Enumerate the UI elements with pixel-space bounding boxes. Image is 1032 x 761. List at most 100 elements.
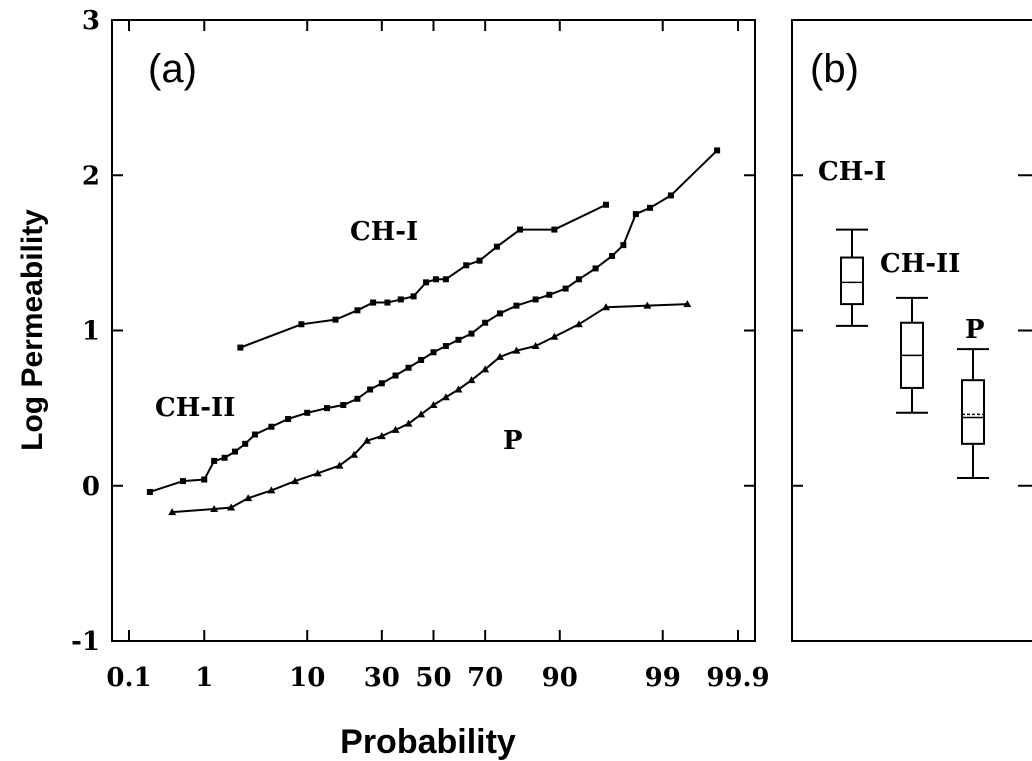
data-point — [714, 147, 721, 154]
x-tick-label: 30 — [364, 663, 400, 693]
data-point — [211, 457, 218, 464]
data-point — [237, 344, 244, 351]
data-point — [531, 342, 540, 350]
data-point — [335, 461, 344, 469]
data-point — [643, 301, 652, 309]
data-point — [432, 276, 439, 283]
data-point — [384, 299, 391, 306]
y-tick-label: -1 — [71, 627, 100, 657]
data-point — [532, 296, 539, 303]
data-point — [455, 336, 462, 343]
data-point — [367, 386, 374, 393]
data-point — [512, 346, 521, 354]
data-point — [550, 332, 559, 340]
data-point — [354, 395, 361, 402]
data-point — [468, 330, 475, 337]
data-point — [574, 320, 583, 328]
data-point — [441, 393, 450, 401]
data-point — [324, 405, 331, 412]
data-point — [268, 423, 275, 430]
y-tick-label: 0 — [82, 472, 100, 502]
x-tick-label: 1 — [195, 663, 213, 693]
data-point — [495, 352, 504, 360]
panel-a-frame — [111, 19, 756, 642]
x-tick-label: 70 — [467, 663, 503, 693]
box-label-ch1: CH-I — [818, 157, 886, 187]
data-point — [397, 296, 404, 303]
data-point — [251, 431, 258, 438]
data-point — [370, 299, 377, 306]
data-point — [377, 432, 386, 440]
x-tick-label: 10 — [289, 663, 325, 693]
y-tick-label: 2 — [82, 161, 100, 191]
data-point — [304, 409, 311, 416]
panel-b-axes — [792, 19, 1032, 642]
data-point — [418, 356, 425, 363]
data-point — [592, 265, 599, 272]
data-point — [482, 319, 489, 326]
data-point — [298, 321, 305, 328]
data-point — [410, 293, 417, 300]
data-point — [546, 291, 553, 298]
y-tick-label: 1 — [82, 317, 100, 347]
data-point — [551, 226, 558, 233]
data-point — [313, 469, 322, 477]
data-point — [391, 425, 400, 433]
data-point — [201, 476, 208, 483]
box-label-p: P — [965, 315, 985, 345]
data-point — [463, 262, 470, 269]
series-label-p: P — [503, 426, 523, 456]
data-point — [467, 376, 476, 384]
data-point — [244, 494, 253, 502]
data-point — [513, 302, 520, 309]
data-point — [417, 410, 426, 418]
data-point — [405, 364, 412, 371]
data-point — [354, 307, 361, 314]
box-iqr — [961, 379, 985, 445]
panel-a-series — [146, 147, 721, 516]
data-point — [609, 252, 616, 259]
series-line-2 — [172, 303, 688, 514]
x-tick-label: 0.1 — [106, 663, 151, 693]
y-axis-title: Log Permeability — [16, 209, 49, 451]
data-point — [285, 415, 292, 422]
data-point — [442, 343, 449, 350]
data-point — [168, 508, 177, 516]
data-point — [575, 276, 582, 283]
data-point — [404, 419, 413, 427]
data-point — [517, 226, 524, 233]
box-label-ch2: CH-II — [880, 249, 960, 279]
data-point — [632, 211, 639, 218]
data-point — [423, 279, 430, 286]
x-tick-label: 99 — [645, 663, 681, 693]
data-point — [562, 285, 569, 292]
data-point — [267, 486, 276, 494]
data-point — [667, 192, 674, 199]
data-point — [210, 505, 219, 513]
panel-b-boxes — [836, 228, 989, 479]
panel-a-axes: -1 0 1 2 3 0.1 1 10 30 50 70 90 99 99.9 — [71, 6, 770, 693]
data-point — [350, 450, 359, 458]
data-point — [242, 440, 249, 447]
panel-b-label: (b) — [810, 47, 859, 91]
data-point — [340, 402, 347, 409]
x-tick-label: 99.9 — [706, 663, 769, 693]
data-point — [430, 349, 437, 356]
box-iqr — [840, 256, 864, 306]
x-tick-label: 50 — [415, 663, 451, 693]
data-point — [603, 201, 610, 208]
series-label-ch1: CH-I — [350, 217, 418, 247]
data-point — [221, 454, 228, 461]
data-point — [496, 310, 503, 317]
y-tick-label: 3 — [82, 6, 100, 36]
data-point — [442, 276, 449, 283]
data-point — [146, 488, 153, 495]
data-point — [179, 478, 186, 485]
data-point — [363, 436, 372, 444]
data-point — [481, 365, 490, 373]
x-tick-label: 90 — [542, 663, 578, 693]
data-point — [647, 204, 654, 211]
data-point — [232, 448, 239, 455]
data-point — [602, 303, 611, 311]
